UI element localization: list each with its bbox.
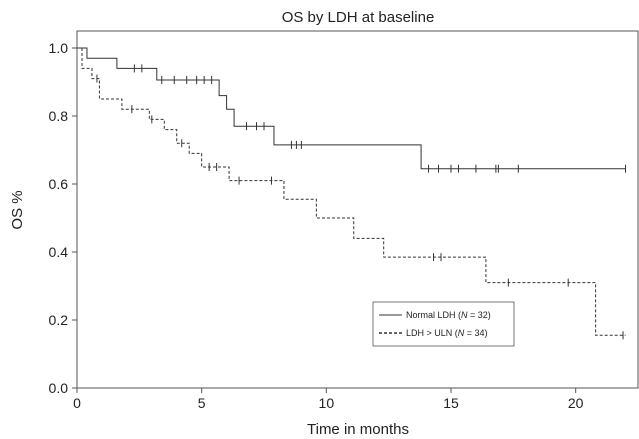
- censor-marks: [96, 64, 627, 340]
- x-tick-label: 15: [443, 395, 459, 411]
- x-tick-label: 20: [568, 395, 584, 411]
- legend: Normal LDH (N = 32) LDH > ULN (N = 34): [372, 301, 515, 347]
- x-tick-label: 10: [319, 395, 335, 411]
- axis-ticks: 0 5 10 15 20 0.0 0.2 0.4 0.6 0.8 1.0: [49, 40, 584, 411]
- y-axis-label: OS %: [9, 190, 26, 229]
- x-tick-label: 5: [198, 395, 206, 411]
- chart-title: OS by LDH at baseline: [282, 9, 435, 26]
- y-tick-label: 0.4: [49, 244, 69, 260]
- x-tick-label: 0: [73, 395, 81, 411]
- y-tick-label: 0.8: [49, 108, 69, 124]
- y-tick-label: 0.2: [49, 312, 69, 328]
- survival-curves: [77, 47, 626, 336]
- plot-area-frame: [76, 30, 639, 389]
- legend-box: [372, 301, 515, 347]
- legend-label-ldh-uln: LDH > ULN (N = 34): [406, 328, 488, 338]
- legend-label-normal-ldh: Normal LDH (N = 32): [406, 310, 491, 320]
- x-axis-label: Time in months: [307, 421, 409, 438]
- y-tick-label: 1.0: [49, 40, 69, 56]
- y-tick-label: 0.6: [49, 176, 69, 192]
- survival-curve-ldh-above-uln: [77, 47, 626, 336]
- survival-curve-normal-ldh: [77, 47, 626, 170]
- y-tick-label: 0.0: [49, 380, 69, 396]
